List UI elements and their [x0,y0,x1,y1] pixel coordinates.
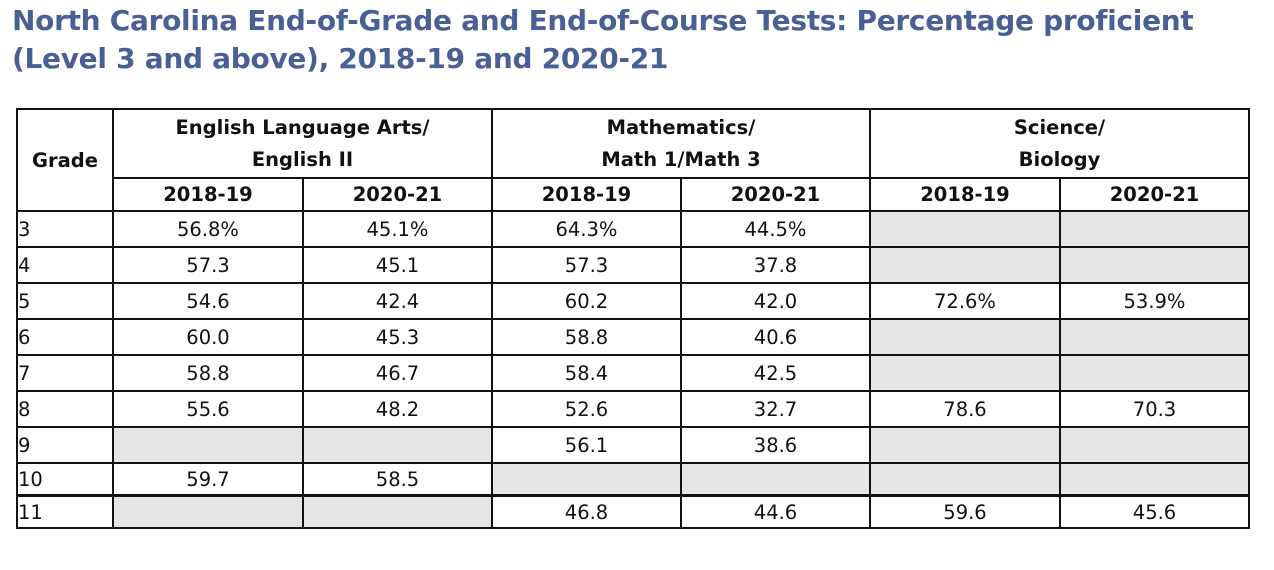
empty-cell [112,426,304,464]
value-cell: 58.4 [491,354,682,392]
value-cell: 38.6 [680,426,871,464]
value-cell: 72.6% [869,282,1061,320]
table-row: 5 54.6 42.4 60.2 42.0 72.6% 53.9% [16,282,1250,320]
value-cell: 45.1% [302,210,493,248]
empty-cell [869,318,1061,356]
empty-cell [112,494,304,529]
value-cell: 42.0 [680,282,871,320]
page-title: North Carolina End-of-Grade and End-of-C… [12,4,1194,75]
value-cell: 32.7 [680,390,871,428]
value-cell: 45.1 [302,246,493,284]
value-cell: 59.7 [112,462,304,497]
empty-cell [1059,426,1250,464]
grade-header: Grade [16,108,114,212]
value-cell: 56.8% [112,210,304,248]
value-cell: 45.6 [1059,494,1250,529]
subject-header-science: Science/ Biology [869,108,1250,179]
value-cell: 54.6 [112,282,304,320]
grade-cell: 10 [16,462,114,497]
value-cell: 37.8 [680,246,871,284]
grade-cell: 4 [16,246,114,284]
empty-cell [1059,318,1250,356]
empty-cell [302,426,493,464]
value-cell: 58.5 [302,462,493,497]
value-cell: 46.7 [302,354,493,392]
subject-line2: Biology [1018,147,1101,171]
value-cell: 46.8 [491,494,682,529]
value-cell: 42.5 [680,354,871,392]
empty-cell [869,246,1061,284]
table-row: 9 56.1 38.6 [16,426,1250,464]
value-cell: 52.6 [491,390,682,428]
value-cell: 53.9% [1059,282,1250,320]
empty-cell [1059,246,1250,284]
empty-cell [491,462,682,497]
value-cell: 78.6 [869,390,1061,428]
empty-cell [1059,354,1250,392]
table-row: 11 46.8 44.6 59.6 45.6 [16,494,1250,529]
subject-header-ela: English Language Arts/ English II [112,108,493,179]
empty-cell [680,462,871,497]
value-cell: 59.6 [869,494,1061,529]
grade-cell: 8 [16,390,114,428]
subject-header-math: Mathematics/ Math 1/Math 3 [491,108,871,179]
grade-cell: 3 [16,210,114,248]
year-header-row: 2018-19 2020-21 2018-19 2020-21 2018-19 … [17,177,1250,212]
year-header: 2018-19 [112,177,304,212]
value-cell: 40.6 [680,318,871,356]
grade-cell: 6 [16,318,114,356]
empty-cell [302,494,493,529]
value-cell: 57.3 [491,246,682,284]
year-header: 2018-19 [869,177,1061,212]
empty-cell [869,462,1061,497]
subject-line2: Math 1/Math 3 [601,147,761,171]
value-cell: 45.3 [302,318,493,356]
subject-line1: Science/ [1013,115,1106,139]
table-row: 7 58.8 46.7 58.4 42.5 [16,354,1250,392]
empty-cell [869,426,1061,464]
table-row: 3 56.8% 45.1% 64.3% 44.5% [16,210,1250,248]
value-cell: 60.2 [491,282,682,320]
value-cell: 57.3 [112,246,304,284]
value-cell: 44.5% [680,210,871,248]
proficiency-table: Grade English Language Arts/ English II … [16,108,1250,529]
subject-line1: Mathematics/ [606,115,756,139]
value-cell: 48.2 [302,390,493,428]
empty-cell [1059,210,1250,248]
year-header: 2020-21 [1059,177,1250,212]
grade-cell: 11 [16,494,114,529]
value-cell: 70.3 [1059,390,1250,428]
value-cell: 56.1 [491,426,682,464]
year-header: 2020-21 [302,177,493,212]
table-row: 8 55.6 48.2 52.6 32.7 78.6 70.3 [16,390,1250,428]
value-cell: 44.6 [680,494,871,529]
value-cell: 42.4 [302,282,493,320]
empty-cell [1059,462,1250,497]
year-header: 2020-21 [680,177,871,212]
grade-cell: 9 [16,426,114,464]
grade-cell: 7 [16,354,114,392]
table-row: 4 57.3 45.1 57.3 37.8 [16,246,1250,284]
year-header: 2018-19 [491,177,682,212]
value-cell: 58.8 [112,354,304,392]
value-cell: 58.8 [491,318,682,356]
subject-line2: English II [251,147,354,171]
subject-line1: English Language Arts/ [175,115,430,139]
value-cell: 64.3% [491,210,682,248]
empty-cell [869,354,1061,392]
subject-header-row: Grade English Language Arts/ English II … [16,108,1250,212]
empty-cell [869,210,1061,248]
value-cell: 60.0 [112,318,304,356]
table-row: 6 60.0 45.3 58.8 40.6 [16,318,1250,356]
value-cell: 55.6 [112,390,304,428]
table-row: 10 59.7 58.5 [16,462,1250,497]
grade-cell: 5 [16,282,114,320]
